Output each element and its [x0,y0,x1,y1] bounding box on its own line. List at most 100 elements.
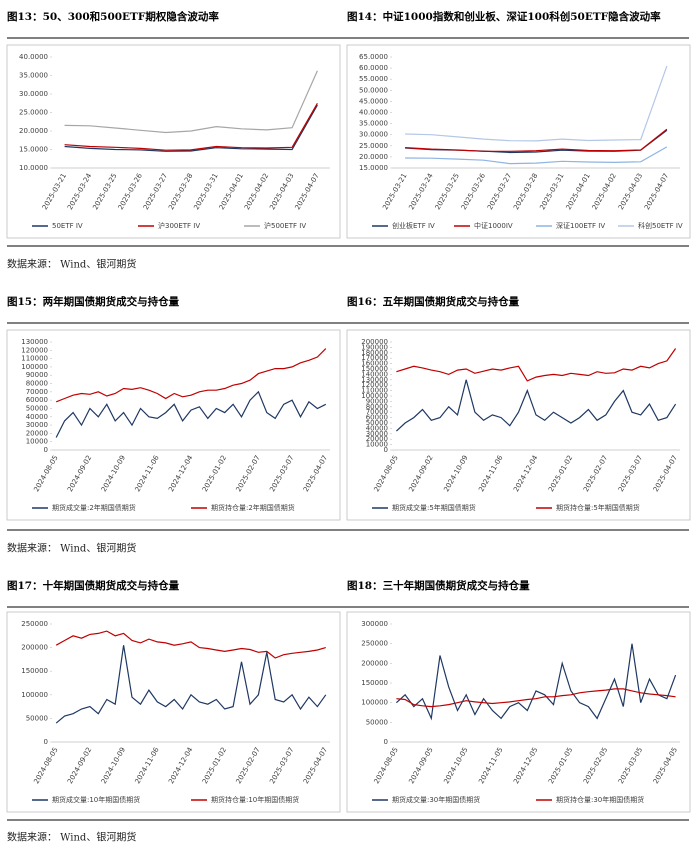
chart-title: 图17：十年期国债期货成交与持仓量 [7,579,180,592]
x-tick-label: 2025-02-05 [582,746,609,785]
y-tick-label: 40000 [26,413,48,421]
y-tick-label: 65.0000 [359,53,388,61]
x-tick-label: 2025-04-07 [294,172,321,211]
y-tick-label: 30.0000 [19,90,48,98]
y-tick-label: 50000 [366,718,388,726]
x-tick-label: 2024-09-02 [66,746,93,785]
y-tick-label: 10.0000 [19,164,48,172]
legend-label: 期货持仓量:30年期国债期货 [556,795,644,804]
chart-title: 图15：两年期国债期货成交与持仓量 [7,295,180,308]
x-tick-label: 2025-03-25 [434,172,461,211]
chart-title: 图13：50、300和500ETF期权隐含波动率 [7,10,219,23]
x-tick-label: 2025-01-02 [201,746,228,785]
y-tick-label: 150000 [361,365,388,373]
y-tick-label: 40.0000 [359,109,388,117]
y-tick-label: 60000 [26,396,48,404]
y-tick-label: 80000 [26,380,48,388]
y-tick-label: 30.0000 [359,131,388,139]
x-tick-label: 2024-09-02 [66,454,93,493]
chart-frame [6,611,341,813]
y-tick-label: 50000 [26,714,48,722]
source-note: 数据来源： Wind、银河期货 [7,542,136,555]
x-tick-label: 2025-03-21 [381,172,408,211]
y-tick-label: 110000 [361,387,388,395]
y-tick-label: 0 [384,738,388,746]
x-tick-label: 2025-03-28 [512,172,539,211]
legend-label: 期货持仓量:5年期国债期货 [556,503,640,512]
y-tick-label: 0 [384,446,388,454]
y-tick-label: 100000 [21,691,48,699]
series-line [64,104,318,152]
x-tick-label: 2025-03-07 [268,454,295,493]
series-line [405,128,668,152]
x-tick-label: 2024-09-02 [407,454,434,493]
x-tick-label: 2025-03-25 [91,172,118,211]
y-tick-label: 20.0000 [359,153,388,161]
y-tick-label: 90000 [366,397,388,405]
x-tick-label: 2025-02-07 [235,746,262,785]
x-tick-label: 2025-04-07 [302,454,329,493]
y-tick-label: 200000 [361,659,388,667]
y-tick-label: 20.0000 [19,127,48,135]
y-tick-label: 100000 [361,699,388,707]
x-tick-label: 2025-01-02 [547,454,574,493]
chart-frame [346,611,691,813]
y-tick-label: 30000 [26,421,48,429]
x-tick-label: 2025-04-01 [565,172,592,211]
y-tick-label: 300000 [361,620,388,628]
y-tick-label: 60000 [366,414,388,422]
y-tick-label: 50000 [26,404,48,412]
legend-label: 期货成交量:10年期国债期货 [52,795,140,804]
y-tick-label: 40.0000 [19,53,48,61]
x-tick-label: 2025-03-24 [66,172,94,212]
legend-label: 中证1000IV [474,221,513,230]
series-line [64,70,318,134]
x-tick-label: 2024-11-05 [477,746,504,785]
x-tick-label: 2024-12-05 [512,746,539,785]
x-tick-label: 2024-09-05 [407,746,434,785]
y-tick-label: 35.0000 [19,72,48,80]
y-tick-label: 30000 [366,430,388,438]
y-tick-label: 20000 [26,429,48,437]
series-line [395,643,677,721]
y-tick-label: 160000 [361,360,388,368]
y-tick-label: 25.0000 [359,142,388,150]
x-tick-label: 2025-04-02 [243,172,270,211]
y-tick-label: 15.0000 [359,164,388,172]
y-tick-label: 100000 [361,392,388,400]
x-tick-label: 2025-03-28 [167,172,194,211]
x-tick-label: 2025-04-07 [643,172,670,211]
y-tick-label: 80000 [366,403,388,411]
y-tick-label: 140000 [361,370,388,378]
chart-frame [346,329,691,521]
series-line [64,103,318,151]
x-tick-label: 2024-12-04 [167,746,195,786]
x-tick-label: 2024-12-04 [167,454,195,494]
y-tick-label: 25.0000 [19,109,48,117]
legend-label: 期货成交量:30年期国债期货 [392,795,480,804]
x-tick-label: 2024-10-05 [442,746,469,785]
chart-frame [6,44,341,239]
y-tick-label: 130000 [361,376,388,384]
y-tick-label: 200000 [361,338,388,346]
y-tick-label: 150000 [361,679,388,687]
x-tick-label: 2025-02-07 [235,454,262,493]
y-tick-label: 120000 [361,381,388,389]
y-tick-label: 200000 [21,644,48,652]
x-tick-label: 2024-08-05 [32,454,59,493]
x-tick-label: 2025-03-26 [117,172,145,212]
y-tick-label: 150000 [21,667,48,675]
x-tick-label: 2025-03-24 [407,172,435,212]
x-tick-label: 2025-04-03 [617,172,644,211]
y-tick-label: 120000 [21,346,48,354]
legend-label: 深证100ETF IV [556,221,605,230]
x-tick-label: 2025-01-05 [547,746,574,785]
x-tick-label: 2024-11-06 [477,454,505,494]
series-line [396,348,677,382]
series-line [55,348,327,403]
y-tick-label: 50000 [366,419,388,427]
legend-label: 期货持仓量:10年期国债期货 [211,795,299,804]
x-tick-label: 2025-04-03 [268,172,295,211]
x-tick-label: 2025-04-05 [652,746,679,785]
